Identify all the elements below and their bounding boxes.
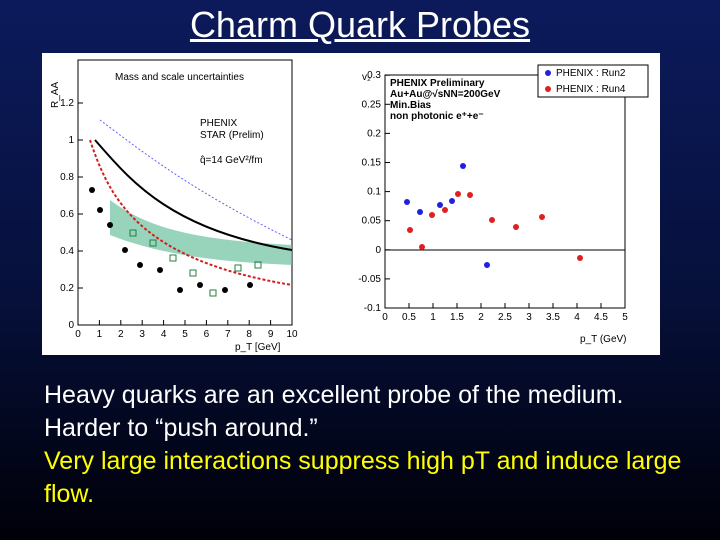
x-tick-label: 3	[526, 312, 532, 323]
y-tick-label: 0.15	[362, 158, 382, 169]
x-tick-label: 4	[574, 312, 580, 323]
run2-points	[404, 163, 490, 268]
x-axis-label: p_T (GeV)	[580, 334, 627, 345]
y-tick-label: -0.05	[358, 274, 381, 285]
plot-header: Min.Bias	[390, 100, 432, 111]
x-tick-label: 4	[161, 329, 167, 340]
y-tick-label: 0.3	[367, 70, 381, 81]
x-tick-label: 5	[622, 312, 628, 323]
star-points	[129, 229, 262, 297]
x-tick-label: 0	[75, 329, 81, 340]
uncertainty-band	[110, 200, 292, 265]
x-tick-label: 3.5	[546, 312, 560, 323]
legend-text: STAR (Prelim)	[200, 130, 264, 141]
y-axis-label: R_AA	[50, 82, 61, 108]
y-tick-label: 0.1	[367, 187, 381, 198]
y-tick-label: 1	[68, 135, 74, 146]
x-tick-label: 4.5	[594, 312, 608, 323]
x-tick-label: 3	[139, 329, 145, 340]
x-tick-label: 1.5	[450, 312, 464, 323]
right-legend-box	[537, 64, 649, 98]
x-tick-label: 1	[97, 329, 103, 340]
legend-swatch	[545, 86, 551, 92]
x-tick-label: 0.5	[402, 312, 416, 323]
y-tick-label: 1.2	[60, 98, 74, 109]
legend-text: q̂=14 GeV²/fm	[200, 154, 263, 166]
y-tick-label: 0.2	[60, 283, 74, 294]
x-tick-label: 2	[118, 329, 124, 340]
model-curve	[89, 139, 293, 286]
run4-points	[407, 191, 583, 261]
x-tick-label: 2.5	[498, 312, 512, 323]
x-axis-label: p_T [GeV]	[235, 342, 281, 353]
x-tick-label: 0	[382, 312, 388, 323]
y-tick-label: 0	[375, 245, 381, 256]
y-tick-label: 0.8	[60, 172, 74, 183]
x-tick-label: 9	[268, 329, 274, 340]
phenix-points	[89, 187, 253, 293]
y-tick-label: 0.25	[362, 99, 382, 110]
plot-header: Au+Au@√sNN=200GeV	[390, 89, 501, 100]
y-tick-label: 0.6	[60, 209, 74, 220]
model-curve	[99, 119, 293, 241]
x-tick-label: 10	[286, 329, 298, 340]
body-text: Heavy quarks are an excellent probe of t…	[44, 381, 624, 409]
body-text: Very large interactions suppress high pT…	[44, 447, 682, 508]
legend-swatch	[545, 70, 551, 76]
plot-header: PHENIX Preliminary	[390, 78, 485, 89]
x-tick-label: 2	[478, 312, 484, 323]
y-axis-label: v₂	[362, 72, 371, 83]
x-tick-label: 1	[430, 312, 436, 323]
body-text: Harder to “push around.”	[44, 414, 318, 442]
legend-text: Mass and scale uncertainties	[115, 72, 244, 83]
x-tick-label: 6	[204, 329, 210, 340]
legend-text: PHENIX : Run4	[556, 84, 626, 95]
y-tick-label: 0.4	[60, 246, 74, 257]
legend-text: PHENIX : Run2	[556, 68, 626, 79]
y-tick-label: 0.2	[367, 128, 381, 139]
plot-header: non photonic e⁺+e⁻	[390, 111, 484, 122]
slide-title: Charm Quark Probes	[189, 4, 531, 45]
model-curve	[94, 139, 293, 251]
x-tick-label: 5	[182, 329, 188, 340]
plots: 00.20.40.60.811.20 1 2 3 4 5 6 7 8 9 10R_AAp_T [Ge…	[50, 59, 649, 353]
y-tick-label: -0.1	[364, 303, 382, 314]
legend-text: PHENIX	[200, 118, 238, 129]
y-tick-label: 0	[68, 320, 74, 331]
x-tick-label: 7	[225, 329, 231, 340]
y-tick-label: 0.05	[362, 216, 382, 227]
figure: 00.20.40.60.811.20 1 2 3 4 5 6 7 8 9 10R_AAp_T [Ge…	[42, 53, 660, 355]
figure-background	[42, 53, 660, 355]
x-tick-label: 8	[246, 329, 252, 340]
